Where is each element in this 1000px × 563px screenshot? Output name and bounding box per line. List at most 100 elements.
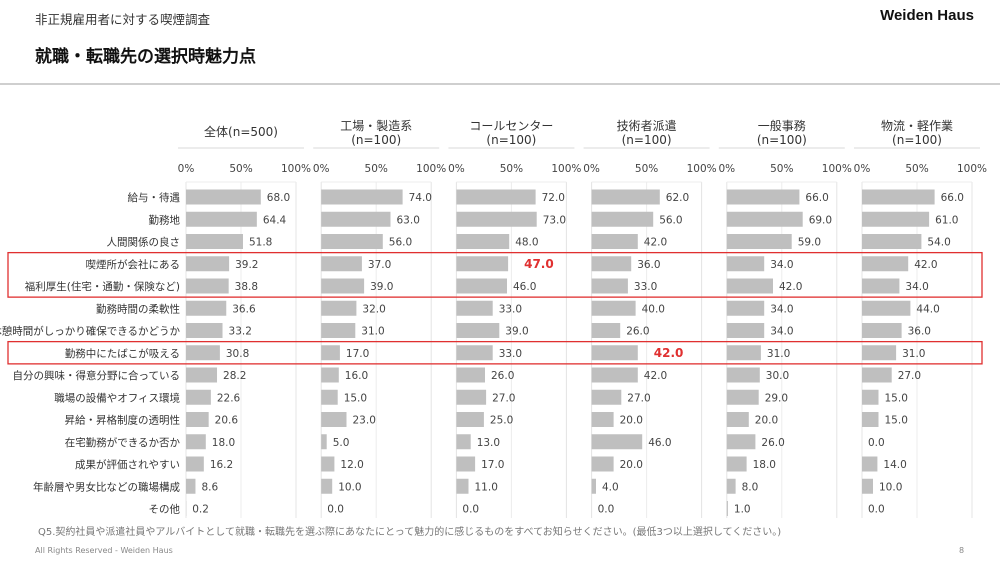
bar [321, 389, 338, 405]
bar [591, 256, 632, 272]
data-label: 0.0 [868, 504, 885, 516]
data-label: 22.6 [217, 392, 241, 404]
bar [591, 478, 596, 494]
bar [862, 456, 878, 472]
bar [726, 300, 765, 316]
data-label: 0.0 [327, 504, 344, 516]
data-label: 42.0 [644, 237, 667, 249]
data-label: 30.0 [766, 370, 789, 382]
bar [186, 434, 206, 450]
axis-tick-label: 50% [635, 163, 658, 175]
data-label: 46.0 [648, 437, 671, 449]
bar [321, 234, 383, 249]
panel-sample-size: (n=100) [486, 133, 536, 147]
bar [862, 189, 935, 205]
data-label: 27.0 [492, 392, 515, 404]
axis-tick-label: 0% [448, 163, 465, 175]
data-label: 34.0 [770, 259, 793, 271]
brand-logo: Weiden Haus [880, 7, 974, 24]
category-label: 給与・待遇 [128, 191, 181, 204]
bar [321, 412, 347, 427]
bar [186, 211, 257, 227]
data-label: 1.0 [734, 504, 751, 516]
data-label: 28.2 [223, 370, 246, 382]
axis-tick-label: 0% [178, 163, 195, 175]
category-label: 休憩時間がしっかり確保できるかどうか [0, 325, 180, 338]
data-label: 18.0 [753, 459, 776, 471]
data-label: 15.0 [885, 415, 908, 427]
data-label: 61.0 [935, 214, 958, 226]
bar [862, 211, 930, 227]
data-label: 34.0 [770, 303, 793, 315]
bar [591, 367, 638, 383]
data-label: 69.0 [809, 214, 832, 226]
bar [591, 345, 638, 361]
data-label: 64.4 [263, 214, 287, 226]
data-label: 8.0 [742, 481, 759, 493]
bar [321, 434, 327, 450]
bar [591, 211, 654, 227]
bar [591, 234, 638, 249]
data-label-highlight: 42.0 [654, 346, 684, 360]
bar [862, 478, 873, 494]
data-label: 0.0 [462, 504, 479, 516]
data-label: 29.0 [765, 392, 788, 404]
bar [591, 456, 614, 472]
bar [591, 189, 660, 205]
category-label: 人間関係の良さ [107, 236, 181, 249]
bar [862, 345, 897, 361]
bar [186, 234, 243, 249]
bar [186, 278, 229, 294]
category-label: 年齢層や男女比などの職場構成 [33, 480, 180, 493]
bar [456, 323, 500, 338]
data-label: 12.0 [340, 459, 363, 471]
highlight-box [7, 340, 983, 365]
data-label: 34.0 [770, 326, 793, 338]
category-label: 職場の設備やオフィス環境 [54, 391, 180, 404]
bar [456, 478, 469, 494]
data-label: 16.0 [345, 370, 368, 382]
data-label: 26.0 [761, 437, 784, 449]
data-label: 11.0 [475, 481, 498, 493]
data-label: 34.0 [905, 281, 928, 293]
bar [862, 389, 879, 405]
data-label: 31.0 [361, 326, 384, 338]
axis-tick-label: 100% [416, 163, 446, 175]
data-label: 20.6 [215, 415, 239, 427]
data-label: 36.0 [908, 326, 931, 338]
axis-tick-label: 100% [957, 163, 987, 175]
bar [591, 434, 643, 450]
bar [456, 300, 493, 316]
panel-title: 全体(n=500) [204, 124, 278, 139]
data-label: 74.0 [409, 192, 432, 204]
data-label: 30.8 [226, 348, 249, 360]
panel-title: 技術者派遣 [617, 118, 677, 133]
bar [321, 367, 339, 383]
page-title: 就職・転職先の選択時魅力点 [35, 47, 256, 67]
axis-tick-label: 0% [718, 163, 735, 175]
data-label: 46.0 [513, 281, 536, 293]
axis-tick-label: 0% [854, 163, 871, 175]
data-label: 15.0 [885, 392, 908, 404]
panel-sample-size: (n=100) [757, 133, 807, 147]
category-label: 喫煙所が会社にある [86, 258, 181, 271]
bar [591, 300, 636, 316]
data-label: 66.0 [805, 192, 828, 204]
bar [726, 234, 792, 249]
panel-title: 一般事務 [758, 118, 806, 133]
bar [321, 323, 356, 338]
bar [862, 278, 900, 294]
bar [456, 389, 487, 405]
panel-title: 工場・製造系 [340, 119, 412, 133]
bar [186, 412, 209, 427]
data-label: 26.0 [626, 326, 649, 338]
data-label: 23.0 [353, 415, 376, 427]
data-label: 13.0 [477, 437, 500, 449]
data-label: 33.2 [229, 326, 252, 338]
category-label: その他 [149, 503, 181, 516]
panel-title: コールセンター [469, 119, 553, 133]
data-label: 20.0 [620, 415, 643, 427]
data-label: 39.2 [235, 259, 258, 271]
data-label: 20.0 [620, 459, 643, 471]
data-label: 54.0 [927, 237, 950, 249]
